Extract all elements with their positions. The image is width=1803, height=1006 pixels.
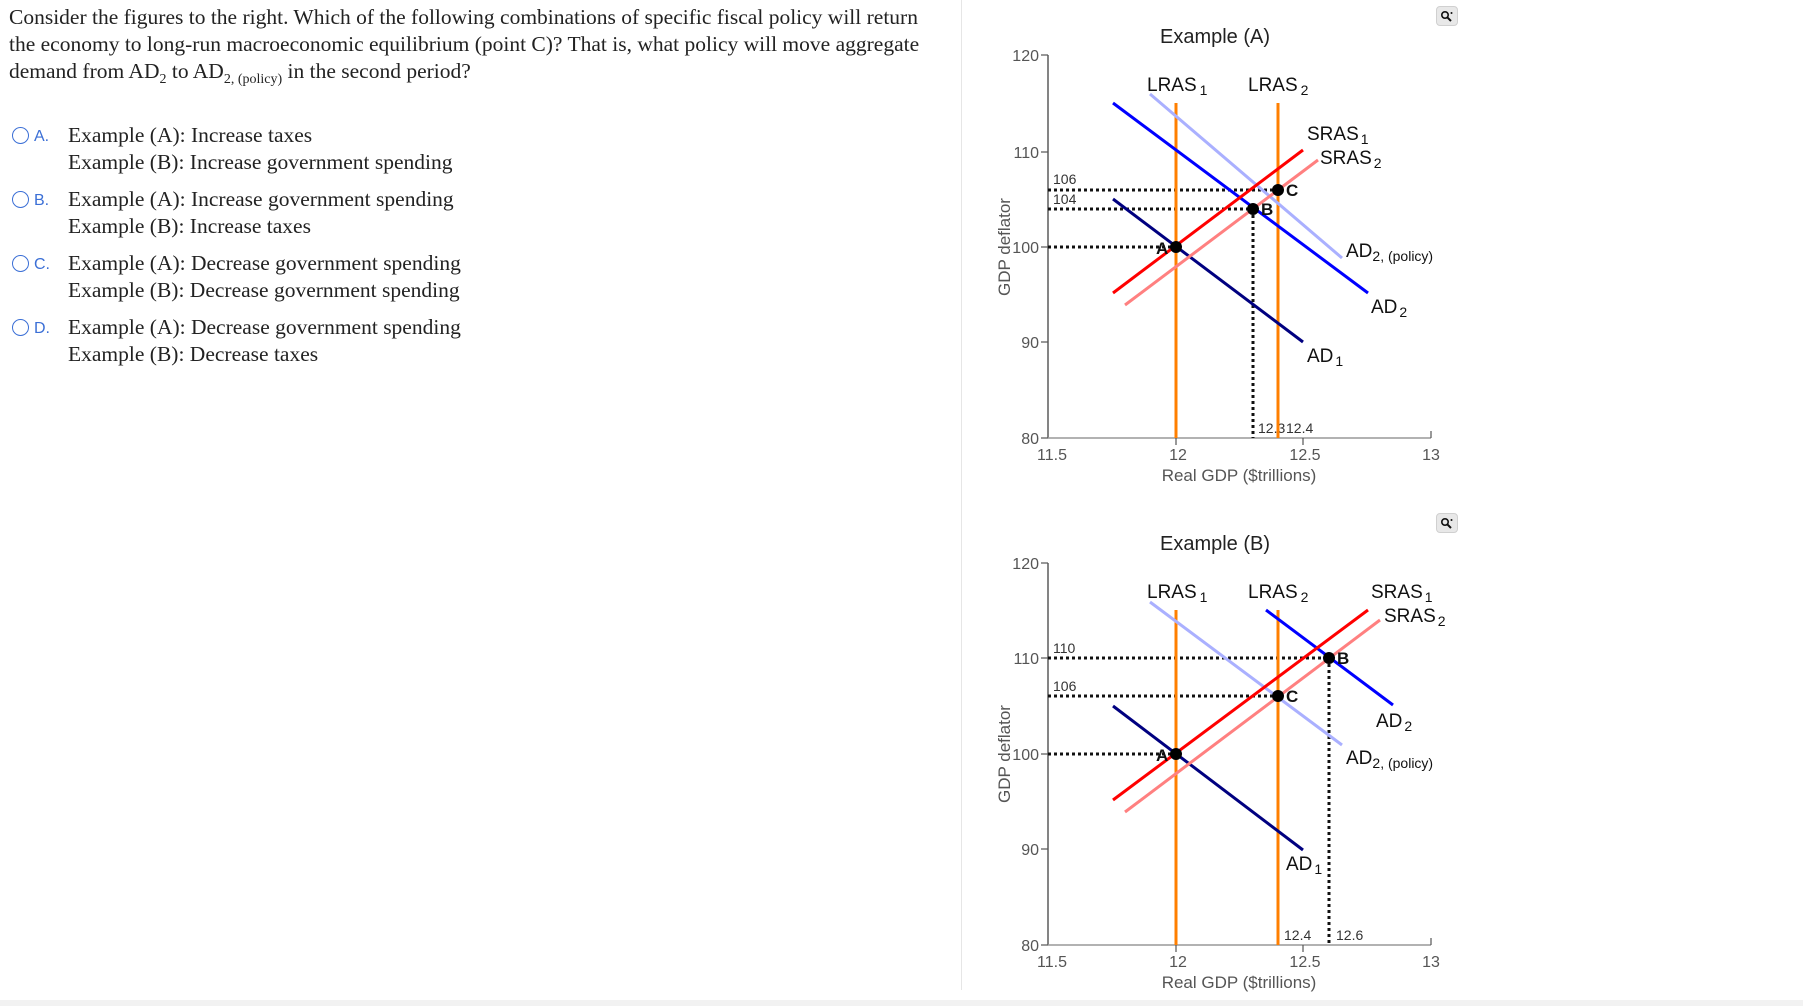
svg-text:120: 120 bbox=[1012, 556, 1039, 573]
svg-text:12: 12 bbox=[1169, 447, 1187, 464]
option-b-line-1: Example (A): Increase government spendin… bbox=[68, 187, 454, 211]
option-c-line-2: Example (B): Decrease government spendin… bbox=[68, 278, 460, 302]
svg-text:106: 106 bbox=[1053, 171, 1077, 187]
option-c-line-1: Example (A): Decrease government spendin… bbox=[68, 251, 461, 275]
option-d-line-1: Example (A): Decrease government spendin… bbox=[68, 315, 461, 339]
svg-text:104: 104 bbox=[1053, 191, 1077, 207]
panel-divider bbox=[961, 0, 962, 990]
chart-b-svg: Example (B) 120 110 100 90 80 11.5 12 12… bbox=[995, 533, 1446, 992]
svg-text:110: 110 bbox=[1013, 145, 1039, 162]
svg-text:12.5: 12.5 bbox=[1289, 447, 1320, 464]
svg-text:12.5: 12.5 bbox=[1289, 954, 1320, 971]
svg-text:100: 100 bbox=[1012, 240, 1039, 257]
ad2-policy-line bbox=[1149, 600, 1343, 747]
sras1-line bbox=[1112, 608, 1369, 802]
chart-a-ylabel: GDP deflator bbox=[995, 198, 1014, 296]
svg-text:B: B bbox=[1337, 649, 1349, 668]
svg-text:80: 80 bbox=[1021, 938, 1039, 955]
svg-text:106: 106 bbox=[1053, 678, 1077, 694]
svg-text:12.6: 12.6 bbox=[1336, 927, 1363, 943]
zoom-chart-a-button[interactable] bbox=[1436, 6, 1458, 26]
chart-example-b: Example (B) 120 110 100 90 80 11.5 12 12… bbox=[970, 500, 1770, 1000]
svg-text:11.5: 11.5 bbox=[1037, 954, 1067, 971]
option-letter: A. bbox=[34, 128, 50, 145]
svg-text:90: 90 bbox=[1021, 335, 1039, 352]
svg-text:90: 90 bbox=[1021, 842, 1039, 859]
bottom-scroll-bar bbox=[0, 1000, 1803, 1006]
chart-a-xlabel: Real GDP ($trillions) bbox=[1162, 466, 1317, 485]
radio-option-d[interactable] bbox=[12, 319, 29, 336]
option-letter: C. bbox=[34, 256, 50, 273]
option-a-line-1: Example (A): Increase taxes bbox=[68, 123, 313, 147]
sras2-line bbox=[1124, 158, 1319, 307]
svg-text:A: A bbox=[1156, 746, 1168, 765]
option-b-line-2: Example (B): Increase taxes bbox=[68, 214, 311, 238]
svg-text:AD2: AD 2 bbox=[1376, 711, 1412, 734]
svg-text:120: 120 bbox=[1012, 48, 1039, 65]
sras1-line bbox=[1112, 148, 1304, 295]
question-line-2: the economy to long-run macroeconomic eq… bbox=[9, 32, 920, 56]
ad2-policy-line bbox=[1149, 92, 1343, 260]
chart-b-ylabel: GDP deflator bbox=[995, 705, 1014, 803]
svg-text:110: 110 bbox=[1013, 651, 1039, 668]
zoom-chart-b-button[interactable] bbox=[1436, 513, 1458, 533]
chart-b-title: Example (B) bbox=[1160, 533, 1270, 555]
radio-option-a[interactable] bbox=[12, 127, 29, 144]
magnifier-icon bbox=[1440, 517, 1453, 529]
svg-text:AD2, (policy): AD2, (policy) bbox=[1346, 241, 1433, 264]
svg-text:AD2: AD 2 bbox=[1371, 297, 1407, 320]
svg-text:80: 80 bbox=[1021, 431, 1039, 448]
svg-text:AD1: AD 1 bbox=[1307, 346, 1343, 369]
option-letter: D. bbox=[34, 320, 50, 337]
svg-text:AD2, (policy): AD2, (policy) bbox=[1346, 748, 1433, 771]
svg-text:100: 100 bbox=[1012, 747, 1039, 764]
svg-text:12: 12 bbox=[1169, 954, 1187, 971]
chart-a-svg: Example (A) 120 110 100 90 80 11.5 12 12… bbox=[995, 26, 1440, 485]
option-letter: B. bbox=[34, 192, 50, 209]
chart-b-xlabel: Real GDP ($trillions) bbox=[1162, 973, 1317, 992]
svg-text:12.4: 12.4 bbox=[1286, 420, 1313, 436]
svg-text:A: A bbox=[1156, 239, 1168, 258]
question-line-1: Consider the figures to the right. Which… bbox=[9, 5, 918, 29]
svg-text:AD1: AD 1 bbox=[1286, 854, 1322, 877]
option-a-line-2: Example (B): Increase government spendin… bbox=[68, 150, 453, 174]
svg-text:12.4: 12.4 bbox=[1284, 927, 1311, 943]
magnifier-icon bbox=[1440, 10, 1453, 22]
option-d-line-2: Example (B): Decrease taxes bbox=[68, 342, 319, 366]
chart-example-a: Example (A) 120 110 100 90 80 11.5 12 12… bbox=[970, 0, 1770, 500]
ad1-line bbox=[1112, 704, 1304, 852]
svg-text:13: 13 bbox=[1422, 954, 1440, 971]
radio-option-b[interactable] bbox=[12, 191, 29, 208]
svg-text:C: C bbox=[1286, 687, 1298, 706]
ad1-line bbox=[1112, 197, 1304, 344]
svg-text:B: B bbox=[1261, 200, 1273, 219]
radio-option-c[interactable] bbox=[12, 255, 29, 272]
svg-text:11.5: 11.5 bbox=[1037, 447, 1067, 464]
sras2-line bbox=[1124, 618, 1381, 814]
svg-text:13: 13 bbox=[1422, 447, 1440, 464]
chart-a-title: Example (A) bbox=[1160, 26, 1270, 48]
svg-text:C: C bbox=[1286, 181, 1298, 200]
svg-text:110: 110 bbox=[1053, 640, 1076, 656]
svg-text:12.3: 12.3 bbox=[1258, 420, 1285, 436]
question-text: Consider the figures to the right. Which… bbox=[9, 4, 949, 87]
question-line-3: demand from AD2 to AD2, (policy) in the … bbox=[9, 59, 471, 87]
